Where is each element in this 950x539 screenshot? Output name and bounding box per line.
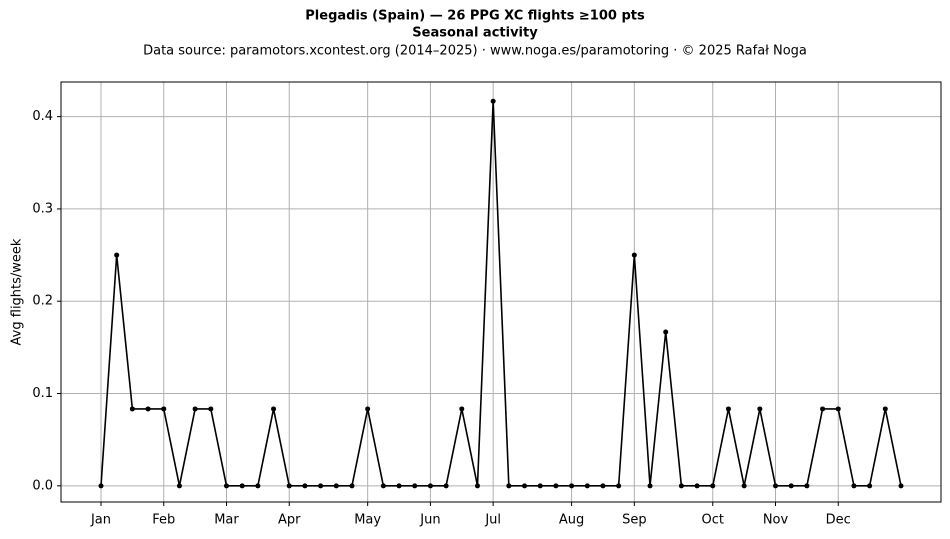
point bbox=[365, 406, 371, 412]
point bbox=[114, 252, 120, 258]
x-tick-label: Jun bbox=[419, 513, 440, 528]
plot-frame bbox=[60, 81, 942, 503]
point bbox=[333, 483, 339, 489]
point bbox=[302, 483, 308, 489]
point bbox=[255, 483, 261, 489]
point bbox=[820, 406, 826, 412]
point bbox=[804, 483, 810, 489]
point bbox=[176, 483, 182, 489]
point bbox=[161, 406, 167, 412]
x-tick-label: Nov bbox=[763, 513, 789, 528]
grid bbox=[61, 82, 941, 502]
point bbox=[600, 483, 606, 489]
point bbox=[443, 483, 449, 489]
y-tick-label: 0.2 bbox=[32, 294, 53, 309]
point bbox=[396, 483, 402, 489]
y-tick-label: 0.0 bbox=[32, 478, 53, 493]
point bbox=[412, 483, 418, 489]
chart-subtitle: Seasonal activity bbox=[412, 26, 538, 41]
x-tick-label: Oct bbox=[702, 513, 724, 528]
point bbox=[710, 483, 716, 489]
x-tick-label: Jul bbox=[484, 513, 501, 528]
point bbox=[98, 483, 104, 489]
point bbox=[208, 406, 214, 412]
plot bbox=[98, 98, 904, 489]
y-tick-label: 0.4 bbox=[32, 109, 53, 124]
point bbox=[851, 483, 857, 489]
point bbox=[427, 483, 433, 489]
x-tick-label: Sep bbox=[622, 513, 647, 528]
point bbox=[553, 483, 559, 489]
point bbox=[647, 483, 653, 489]
point bbox=[663, 329, 669, 335]
point bbox=[223, 483, 229, 489]
point bbox=[898, 483, 904, 489]
point bbox=[631, 252, 637, 258]
point bbox=[145, 406, 151, 412]
point bbox=[349, 483, 355, 489]
point bbox=[522, 483, 528, 489]
point bbox=[490, 98, 496, 104]
point bbox=[882, 406, 888, 412]
y-tick-label: 0.1 bbox=[32, 386, 53, 401]
point bbox=[271, 406, 277, 412]
point bbox=[788, 483, 794, 489]
point bbox=[616, 483, 622, 489]
point bbox=[459, 406, 465, 412]
point bbox=[129, 406, 135, 412]
point bbox=[474, 483, 480, 489]
point bbox=[757, 406, 763, 412]
point bbox=[286, 483, 292, 489]
x-tick-label: Aug bbox=[559, 513, 584, 528]
point bbox=[725, 406, 731, 412]
point bbox=[318, 483, 324, 489]
point bbox=[867, 483, 873, 489]
x-tick-label: Dec bbox=[826, 513, 851, 528]
y-axis-label: Avg flights/week bbox=[10, 238, 25, 345]
x-tick-label: Jan bbox=[90, 513, 111, 528]
point bbox=[239, 483, 245, 489]
point bbox=[678, 483, 684, 489]
source-note: Data source: paramotors.xcontest.org (20… bbox=[143, 44, 807, 59]
point bbox=[192, 406, 198, 412]
x-tick-label: Apr bbox=[278, 513, 301, 528]
point bbox=[773, 483, 779, 489]
point bbox=[380, 483, 386, 489]
line bbox=[100, 101, 902, 487]
point bbox=[584, 483, 590, 489]
x-tick-label: Feb bbox=[152, 513, 175, 528]
point bbox=[569, 483, 575, 489]
point bbox=[506, 483, 512, 489]
point bbox=[835, 406, 841, 412]
x-tick-label: May bbox=[354, 513, 381, 528]
y-tick-label: 0.3 bbox=[32, 201, 53, 216]
point bbox=[694, 483, 700, 489]
chart-title: Plegadis (Spain) — 26 PPG XC flights ≥10… bbox=[305, 9, 645, 24]
point bbox=[537, 483, 543, 489]
x-tick-label: Mar bbox=[214, 513, 239, 528]
point bbox=[741, 483, 747, 489]
